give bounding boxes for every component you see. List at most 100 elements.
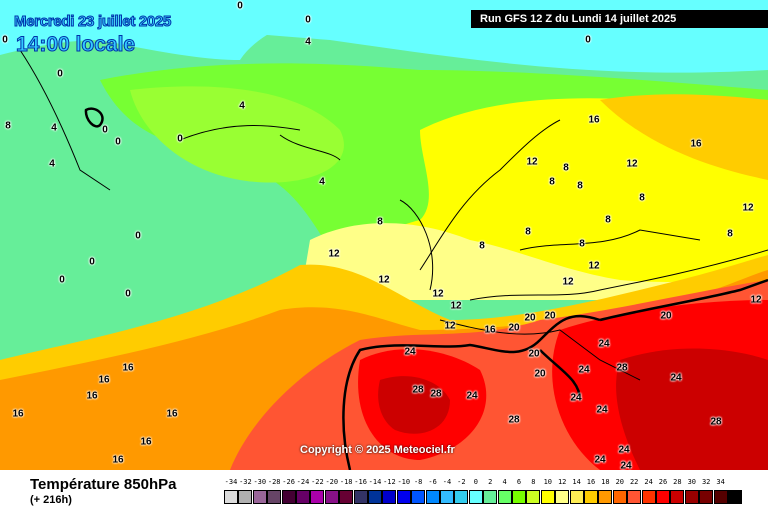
contour-label: 12 [432,288,444,300]
contour-label: 8 [549,176,555,188]
legend-swatch [252,490,267,504]
legend-label: -20 [325,478,339,486]
legend-label: -10 [397,478,411,486]
contour-label: 12 [444,320,456,332]
legend-swatch [411,490,426,504]
contour-label: 0 [135,230,141,242]
legend-swatch [641,490,656,504]
legend-label: 14 [572,478,581,486]
legend-swatch [238,490,253,504]
legend-swatch [569,490,584,504]
legend-label: 30 [687,478,697,486]
legend-label: 12 [557,478,567,486]
contour-label: 16 [484,324,496,336]
contour-label: 16 [140,436,152,448]
legend-swatch [555,490,570,504]
temperature-map: 0 0 0 0 0 4 4 8 4 4 0 0 0 0 0 4 8 8 12 12 8 16 12 16 12 8 8 8 12 8 8 8 1… [0,0,768,470]
contour-label: 16 [86,390,98,402]
contour-label: 20 [524,312,536,324]
legend-label: -2 [457,478,466,486]
legend-swatch [540,490,555,504]
contour-label: 0 [59,274,65,286]
contour-label: 12 [750,294,762,306]
legend-swatch [339,490,354,504]
contour-label: 24 [404,346,416,358]
contour-label: 0 [125,288,131,300]
contour-label: 8 [577,180,583,192]
contour-label: 24 [596,404,608,416]
contour-label: 0 [177,133,183,145]
legend-swatch [598,490,613,504]
contour-label: 28 [412,384,424,396]
legend-label: -4 [442,478,452,486]
legend-label: -14 [368,478,382,486]
legend-label: 26 [658,478,668,486]
contour-label: 12 [562,276,574,288]
legend-label: 10 [543,478,553,486]
legend-swatch [627,490,642,504]
contour-label: 0 [2,34,8,46]
legend-swatch [656,490,670,504]
contour-label: 16 [98,374,110,386]
contour-label: 8 [563,162,569,174]
legend-swatch [483,490,498,504]
contour-label: 0 [237,0,243,12]
legend-swatch [281,490,296,504]
legend-swatch [454,490,469,504]
contour-label: 24 [618,444,630,456]
contour-label: 28 [710,416,722,428]
contour-label: 20 [544,310,556,322]
contour-label: 24 [570,392,582,404]
legend-label: -12 [383,478,396,486]
legend-swatch [728,490,742,504]
legend-swatch [267,490,282,504]
legend-swatch [612,490,627,504]
legend-label: -34 [224,478,238,486]
legend-swatch [224,490,238,504]
legend-swatch [512,490,526,504]
contour-label: 0 [305,14,311,26]
contour-label: 20 [660,310,672,322]
contour-label: 0 [585,34,591,46]
copyright: Copyright © 2025 Meteociel.fr [300,444,455,456]
contour-label: 16 [588,114,600,126]
map-title: Température 850hPa [30,476,177,493]
contour-label: 4 [239,100,245,112]
contour-label: 12 [526,156,538,168]
temperature-field [0,0,768,470]
legend-label: 20 [615,478,625,486]
contour-label: 16 [12,408,24,420]
contour-label: 12 [378,274,390,286]
legend-label: -18 [339,478,353,486]
contour-label: 12 [588,260,600,272]
model-run-banner: Run GFS 12 Z du Lundi 14 juillet 2025 [471,10,768,28]
contour-label: 8 [639,192,645,204]
legend-label: 32 [701,478,711,486]
contour-label: 16 [112,454,124,466]
contour-label: 20 [534,368,546,380]
contour-label: 4 [49,158,55,170]
contour-label: 8 [525,226,531,238]
contour-label: 16 [122,362,134,374]
legend-swatch [684,490,699,504]
legend-label: -26 [282,478,295,486]
contour-label: 12 [626,158,638,170]
legend-swatch [699,490,714,504]
forecast-local-time: 14:00 locale [15,33,136,57]
legend-label: 4 [502,478,507,486]
legend-swatch [468,490,483,504]
legend-label: -16 [354,478,367,486]
contour-label: 28 [508,414,520,426]
contour-label: 4 [51,122,57,134]
legend-label: -32 [239,478,252,486]
legend-swatch [296,490,310,504]
legend-swatch [396,490,411,504]
contour-label: 8 [479,240,485,252]
legend-swatch [324,490,339,504]
legend-label: -24 [296,478,310,486]
legend-label: -28 [267,478,281,486]
contour-label: 24 [466,390,478,402]
contour-label: 28 [430,388,442,400]
legend-label: -6 [428,478,437,486]
contour-label: 16 [690,138,702,150]
